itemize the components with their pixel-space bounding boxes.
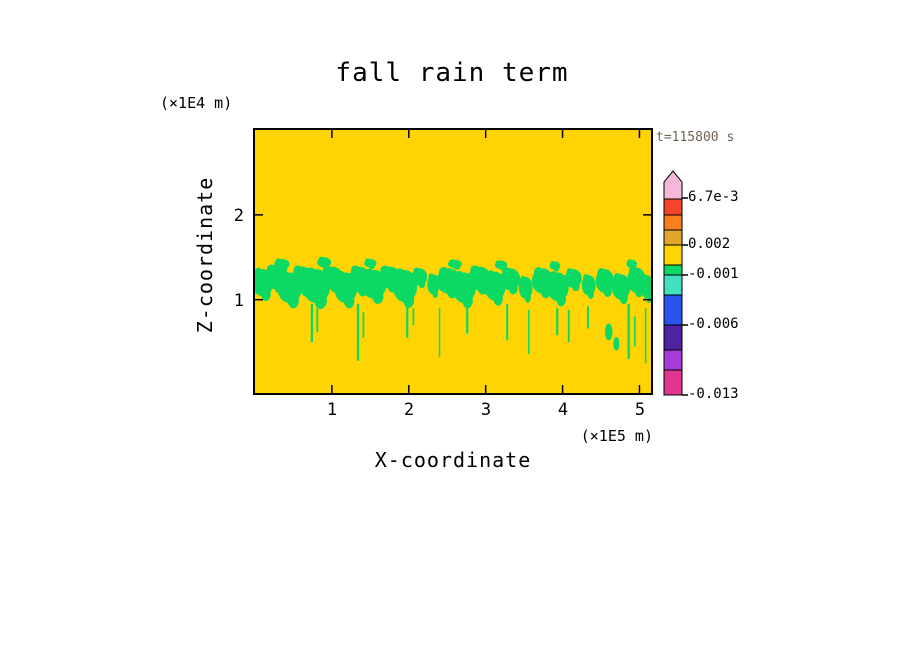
x-axis-label: X-coordinate (374, 448, 532, 472)
plot-canvas (255, 130, 651, 393)
colorbar-label-1: 0.002 (688, 236, 731, 252)
x-tick-label-1: 1 (326, 400, 338, 420)
colorbar-label-min: -0.013 (688, 386, 739, 402)
x-tick-label-5: 5 (634, 400, 646, 420)
chart-title: fall rain term (335, 58, 569, 88)
y-axis-label: Z-coordinate (193, 176, 217, 334)
y-tick-label-2: 2 (233, 206, 244, 226)
x-tick-label-2: 2 (403, 400, 415, 420)
x-tick-label-3: 3 (480, 400, 492, 420)
colorbar-label-3: -0.006 (688, 316, 739, 332)
x-tick-label-4: 4 (557, 400, 569, 420)
y-axis-unit-label: (×1E4 m) (160, 94, 233, 112)
colorbar-label-max: 6.7e-3 (688, 189, 739, 205)
colorbar (661, 170, 689, 400)
time-annotation: t=115800 s (656, 130, 735, 145)
colorbar-scale (663, 170, 688, 396)
y-tick-label-1: 1 (233, 291, 244, 311)
x-axis-unit-label: (×1E5 m) (580, 427, 653, 445)
plot-frame (253, 128, 653, 395)
colorbar-label-2: -0.001 (688, 266, 739, 282)
